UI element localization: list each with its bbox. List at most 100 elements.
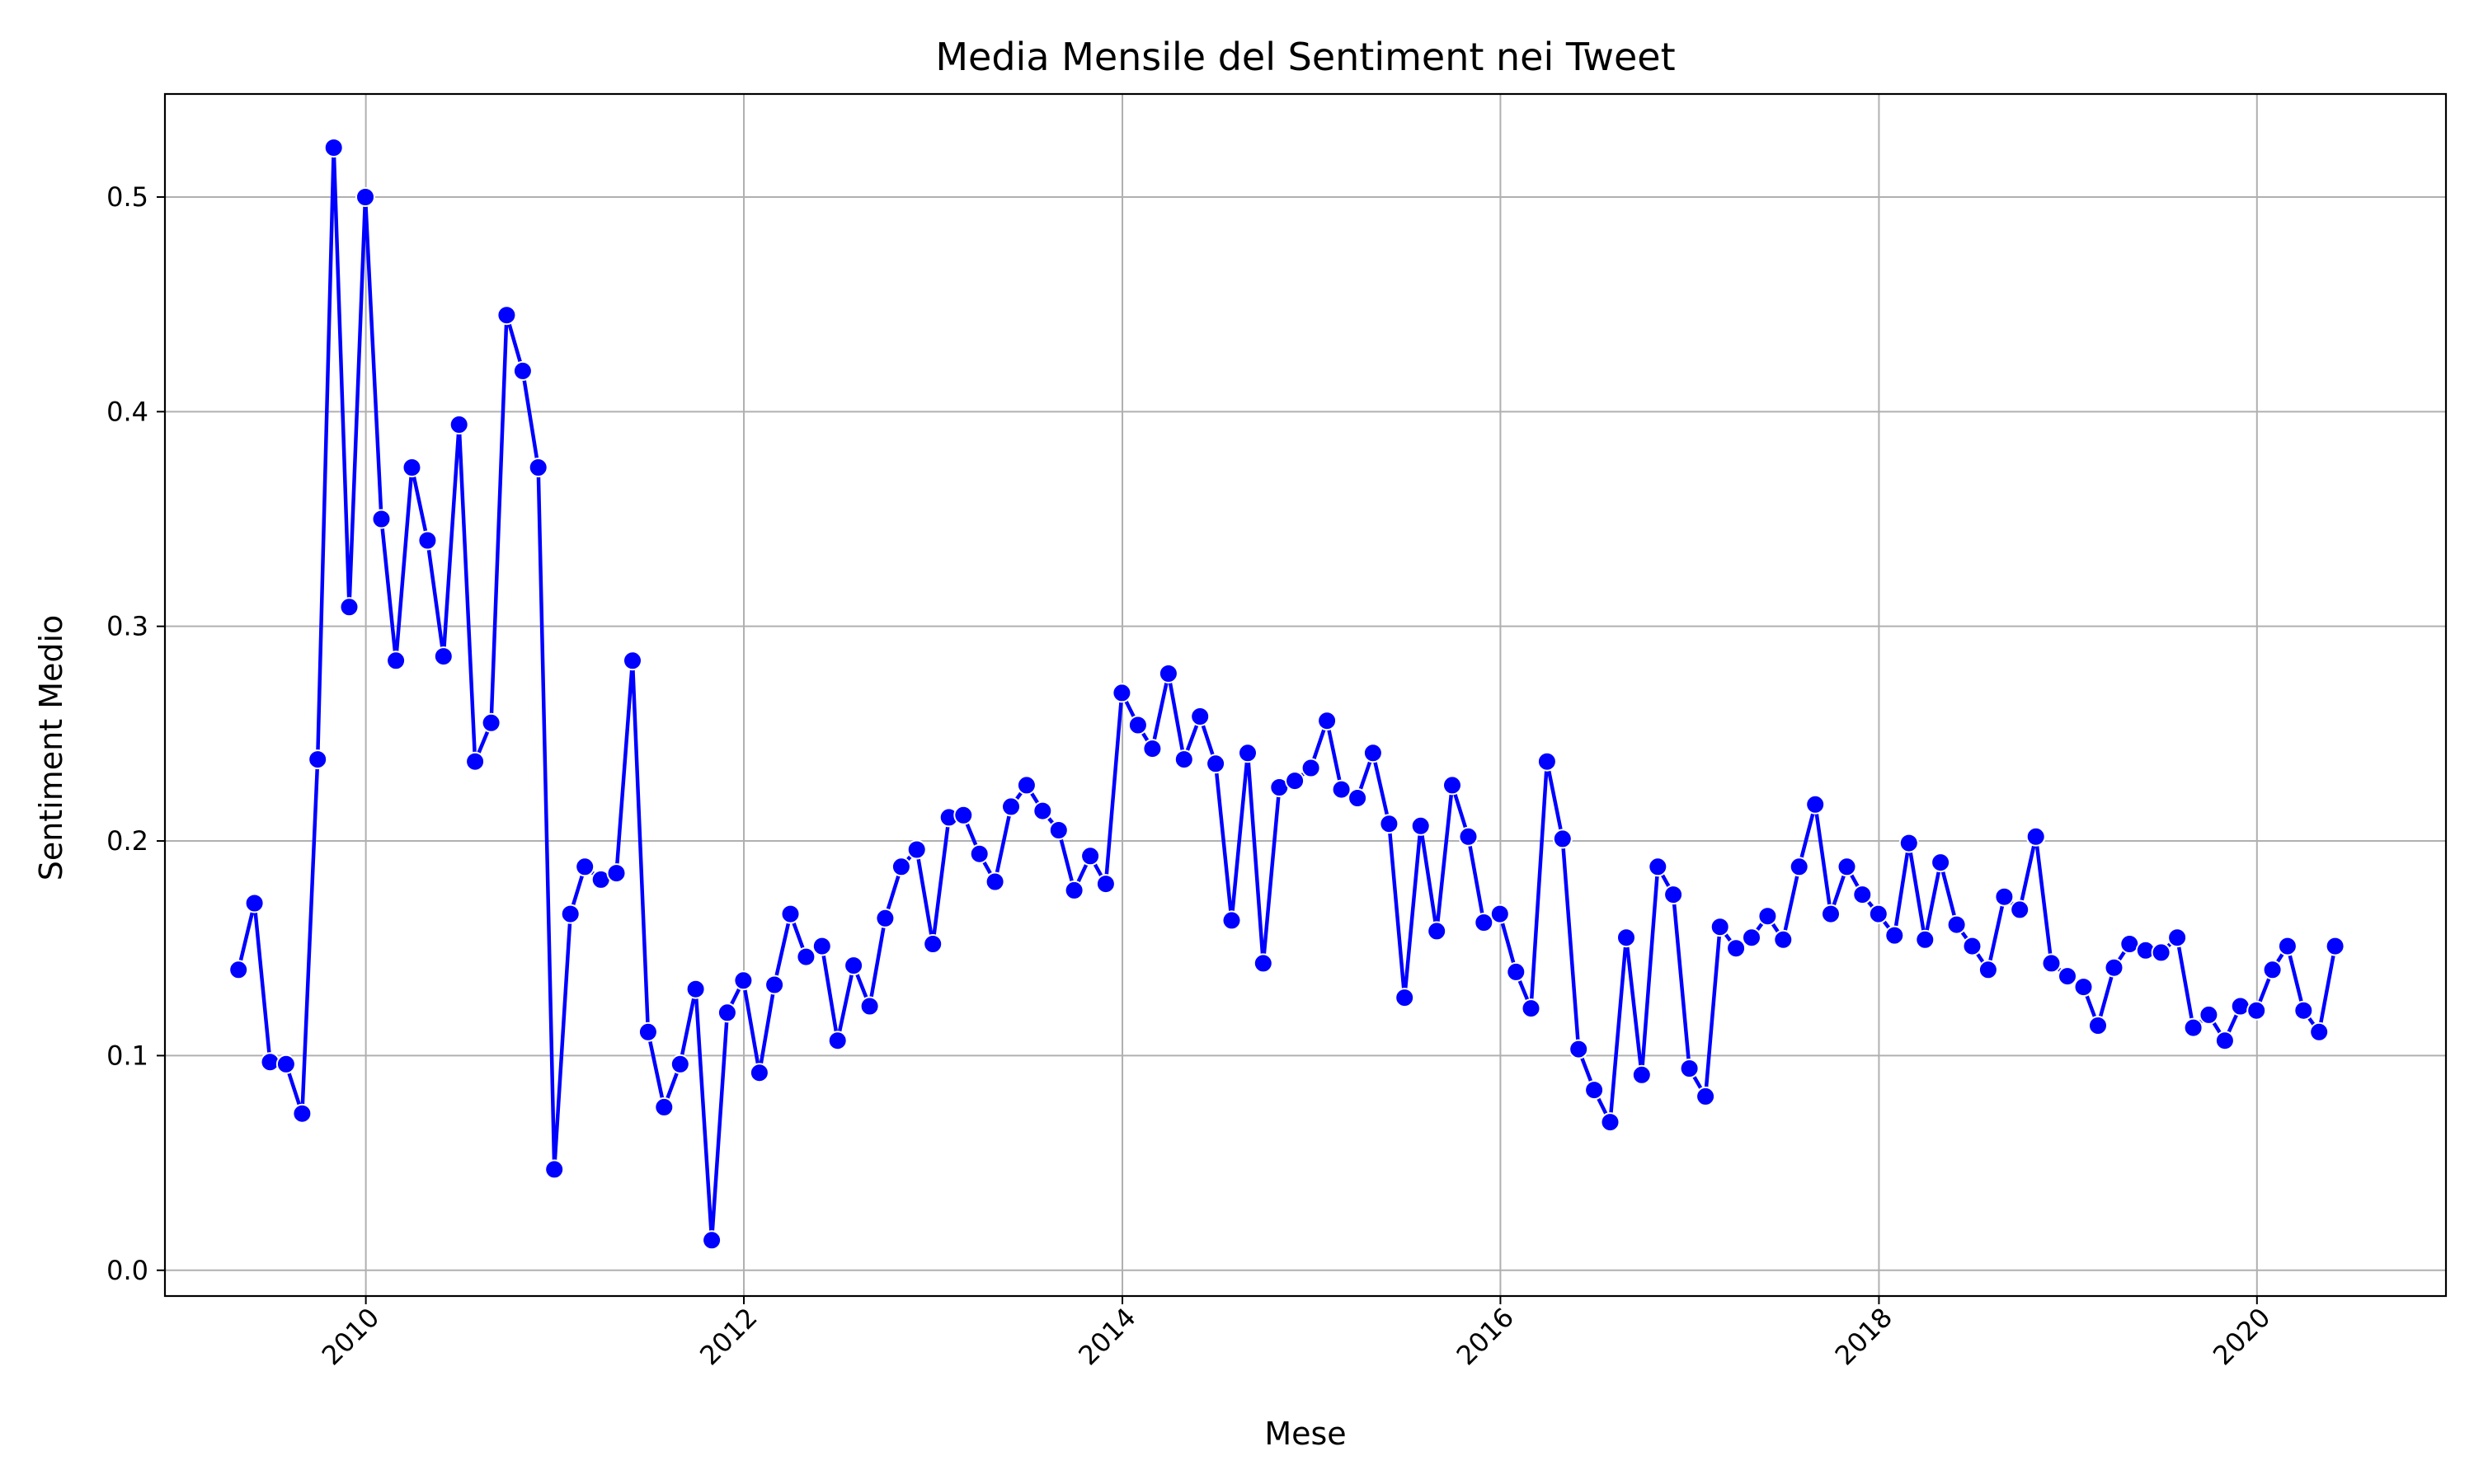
data-point bbox=[2058, 966, 2077, 987]
data-point bbox=[1600, 1112, 1620, 1133]
data-point bbox=[1190, 707, 1211, 726]
data-point bbox=[702, 1230, 722, 1251]
data-point bbox=[2010, 899, 2030, 920]
data-point bbox=[1696, 1086, 1716, 1106]
data-point bbox=[244, 893, 265, 913]
plot-area bbox=[163, 92, 2448, 1298]
data-point bbox=[1648, 857, 1668, 877]
data-point bbox=[1317, 711, 1338, 731]
data-point bbox=[1978, 960, 1998, 980]
data-point bbox=[544, 1159, 565, 1180]
data-point bbox=[985, 871, 1005, 892]
data-point bbox=[1221, 910, 1242, 931]
data-point bbox=[969, 843, 990, 864]
data-point bbox=[2199, 1004, 2219, 1025]
data-point bbox=[637, 1021, 658, 1042]
data-point bbox=[2041, 953, 2062, 974]
data-point bbox=[2167, 928, 2188, 948]
data-point bbox=[859, 996, 880, 1017]
data-point bbox=[1962, 936, 1982, 956]
data-point bbox=[2025, 826, 2046, 847]
data-point bbox=[875, 908, 896, 928]
data-point bbox=[1884, 925, 1905, 946]
data-point bbox=[796, 946, 816, 967]
data-point bbox=[1410, 815, 1431, 836]
data-point bbox=[844, 956, 864, 976]
data-point bbox=[1362, 743, 1383, 763]
data-point bbox=[1174, 749, 1194, 770]
data-point bbox=[1112, 683, 1132, 703]
data-point bbox=[827, 1031, 848, 1051]
data-point bbox=[2246, 1000, 2267, 1021]
data-point bbox=[1285, 771, 1305, 791]
data-point bbox=[512, 360, 533, 381]
data-point bbox=[575, 857, 595, 877]
data-point bbox=[465, 751, 486, 772]
data-point bbox=[1805, 794, 1826, 815]
y-axis: 0.0 0.1 0.2 0.3 0.4 0.5 bbox=[106, 181, 165, 1286]
data-point bbox=[1569, 1039, 1589, 1059]
x-axis-title: Mese bbox=[1264, 1416, 1346, 1452]
data-point bbox=[1852, 885, 1873, 905]
y-axis-title: Sentiment Medio bbox=[33, 615, 69, 881]
data-point bbox=[2230, 996, 2251, 1017]
data-point bbox=[1616, 928, 1636, 948]
data-point bbox=[481, 712, 501, 733]
data-point bbox=[2073, 977, 2094, 998]
data-point bbox=[449, 415, 469, 434]
data-point bbox=[2277, 936, 2298, 956]
data-point bbox=[717, 1003, 737, 1023]
data-point bbox=[2088, 1016, 2108, 1036]
data-point bbox=[1821, 904, 1841, 924]
data-point bbox=[1506, 961, 1526, 982]
data-point bbox=[402, 458, 422, 477]
y-tick-label: 0.4 bbox=[106, 396, 148, 427]
y-tick-label: 0.5 bbox=[106, 181, 148, 213]
data-point bbox=[2183, 1017, 2204, 1038]
data-point bbox=[228, 960, 249, 980]
data-point bbox=[1994, 886, 2015, 907]
data-point bbox=[1584, 1080, 1605, 1101]
data-point bbox=[1016, 775, 1037, 796]
data-point bbox=[2214, 1031, 2235, 1051]
data-point bbox=[1868, 904, 1888, 924]
data-point bbox=[606, 863, 627, 884]
data-point bbox=[1158, 664, 1178, 683]
data-point bbox=[1395, 988, 1415, 1008]
data-point bbox=[339, 597, 360, 618]
data-point bbox=[2151, 942, 2171, 963]
data-point bbox=[1142, 739, 1163, 759]
data-point bbox=[1946, 914, 1967, 935]
data-point bbox=[2104, 957, 2124, 978]
y-tick-label: 0.0 bbox=[106, 1255, 148, 1286]
data-point bbox=[1631, 1064, 1652, 1085]
data-point bbox=[733, 970, 754, 991]
data-point bbox=[670, 1054, 690, 1074]
chart-title: Media Mensile del Sentiment nei Tweet bbox=[935, 35, 1675, 79]
data-point bbox=[2325, 936, 2345, 956]
data-point bbox=[1080, 846, 1101, 866]
data-point bbox=[2262, 960, 2283, 980]
data-point bbox=[1442, 775, 1462, 796]
data-point bbox=[1742, 928, 1761, 948]
data-point bbox=[1331, 779, 1352, 800]
data-point bbox=[953, 805, 974, 825]
y-tick-label: 0.1 bbox=[106, 1040, 148, 1071]
data-point bbox=[1253, 953, 1273, 974]
data-point bbox=[308, 749, 328, 770]
data-point bbox=[560, 904, 581, 924]
data-point bbox=[1931, 852, 1951, 873]
data-point bbox=[275, 1054, 296, 1074]
data-point bbox=[1348, 788, 1368, 808]
data-point bbox=[923, 934, 943, 954]
data-point bbox=[1773, 929, 1794, 950]
data-point bbox=[654, 1097, 675, 1117]
data-point bbox=[417, 530, 438, 551]
data-point bbox=[1726, 938, 1747, 959]
data-point bbox=[433, 646, 454, 667]
data-point bbox=[1663, 885, 1684, 905]
data-point bbox=[1552, 829, 1573, 849]
data-point bbox=[1915, 929, 1935, 950]
